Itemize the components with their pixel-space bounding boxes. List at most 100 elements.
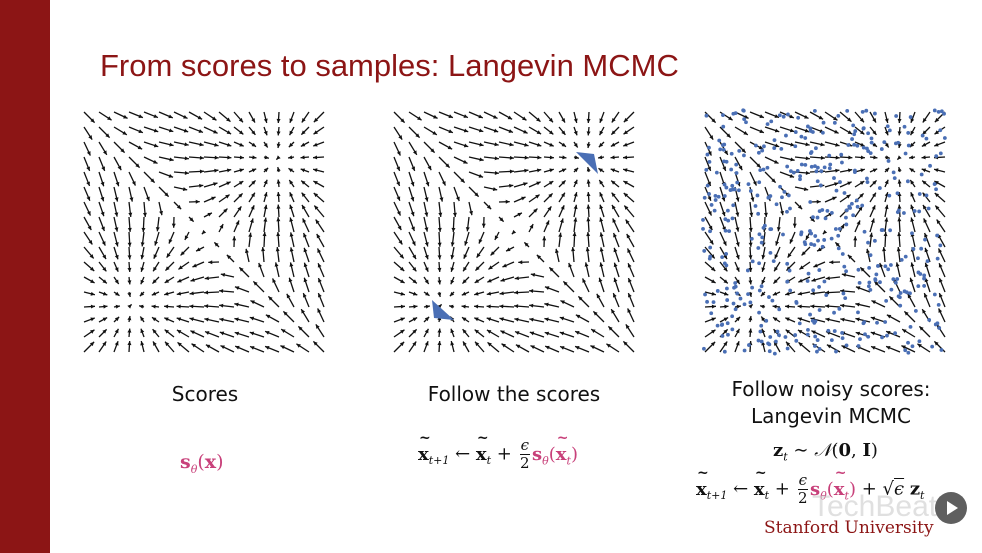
field-arrowhead <box>276 232 281 237</box>
field-arrowhead <box>140 242 145 247</box>
field-arrowhead <box>493 114 498 119</box>
sample-point <box>872 238 877 243</box>
sample-point <box>733 284 738 289</box>
field-arrowhead <box>535 194 540 199</box>
field-arrowhead <box>226 168 232 173</box>
sample-cluster <box>432 300 454 320</box>
field-arrowhead <box>115 304 120 309</box>
play-icon[interactable] <box>935 492 967 524</box>
sample-point <box>840 252 845 256</box>
field-arrowhead <box>263 179 268 185</box>
field-arrowhead <box>177 342 182 347</box>
field-arrowhead <box>707 211 712 216</box>
field-arrowhead <box>897 179 902 184</box>
field-arrowhead <box>934 117 940 123</box>
sample-point <box>734 162 739 167</box>
field-arrowhead <box>296 343 301 348</box>
field-arrowhead <box>396 211 401 216</box>
field-arrowhead <box>189 317 194 322</box>
field-arrowhead <box>869 232 874 237</box>
sample-point <box>917 192 922 196</box>
field-arrowhead <box>469 210 473 216</box>
sample-point <box>701 226 705 231</box>
field-arrowhead <box>176 317 182 322</box>
sample-point <box>932 292 937 297</box>
field-arrowhead <box>523 182 528 187</box>
field-arrowhead <box>101 226 105 231</box>
field-arrowhead <box>301 180 306 185</box>
sample-point <box>731 111 736 116</box>
field-arrowhead <box>168 128 174 133</box>
sample-point <box>786 112 790 117</box>
field-arrowhead <box>584 262 589 267</box>
field-arrowhead <box>445 163 450 168</box>
sample-point <box>838 180 842 184</box>
field-arrowhead <box>870 316 876 321</box>
sample-point <box>891 170 896 175</box>
sample-point <box>795 169 800 173</box>
field-arrowhead <box>220 345 225 350</box>
field-arrowhead <box>723 150 728 155</box>
field-arrowhead <box>608 326 613 331</box>
field-arrowhead <box>298 326 303 331</box>
field-arrowhead <box>825 290 830 295</box>
sample-point <box>936 302 941 307</box>
field-arrowhead <box>249 331 255 336</box>
sample-point <box>869 140 874 145</box>
sample-point <box>787 268 792 273</box>
field-arrowhead <box>774 159 779 164</box>
sample-point <box>846 143 851 147</box>
field-arrowhead <box>248 232 253 237</box>
sample-point <box>759 323 764 328</box>
field-arrowhead <box>127 280 132 285</box>
sample-point <box>765 122 770 127</box>
sample-point <box>847 204 852 209</box>
field-arrowhead <box>590 345 595 350</box>
field-arrowhead <box>883 232 888 237</box>
sample-point <box>854 198 859 203</box>
field-arrowhead <box>411 166 416 171</box>
sample-point <box>930 344 935 349</box>
sample-point <box>777 113 782 118</box>
field-arrowhead <box>289 217 294 222</box>
field-arrowhead <box>452 212 457 217</box>
field-arrowhead <box>153 254 158 259</box>
field-arrowhead <box>909 277 914 283</box>
field-arrowhead <box>772 291 778 296</box>
sample-point <box>715 323 720 328</box>
sample-point <box>728 188 733 192</box>
field-arrowhead <box>219 303 224 308</box>
sample-point <box>704 113 709 118</box>
field-arrowhead <box>86 211 91 216</box>
field-arrowhead <box>530 345 535 350</box>
sample-point <box>927 318 932 322</box>
sample-point <box>786 193 791 198</box>
field-arrowhead <box>711 118 716 123</box>
field-arrowhead <box>811 277 816 282</box>
field-arrowhead <box>164 291 169 296</box>
field-arrowhead <box>155 227 160 232</box>
field-arrowhead <box>723 341 728 346</box>
field-arrowhead <box>722 166 727 171</box>
field-arrowhead <box>872 130 877 135</box>
field-arrowhead <box>276 131 281 136</box>
field-arrowhead <box>488 265 493 270</box>
sample-point <box>834 349 838 354</box>
sample-point <box>756 246 761 250</box>
field-arrowhead <box>315 324 320 329</box>
field-arrowhead <box>515 331 520 335</box>
field-arrowhead <box>123 114 128 119</box>
field-arrowhead <box>400 118 405 123</box>
field-arrowhead <box>707 166 711 171</box>
field-arrowhead <box>192 263 197 268</box>
sample-point <box>925 259 930 263</box>
sample-point <box>852 170 857 175</box>
field-arrowhead <box>760 304 765 309</box>
sample-point <box>730 183 735 188</box>
field-arrowhead <box>797 304 802 309</box>
field-arrowhead <box>263 217 268 222</box>
field-arrowhead <box>599 192 604 197</box>
field-arrowhead <box>909 168 914 173</box>
field-arrowhead <box>250 300 255 305</box>
field-arrowhead <box>786 266 791 271</box>
